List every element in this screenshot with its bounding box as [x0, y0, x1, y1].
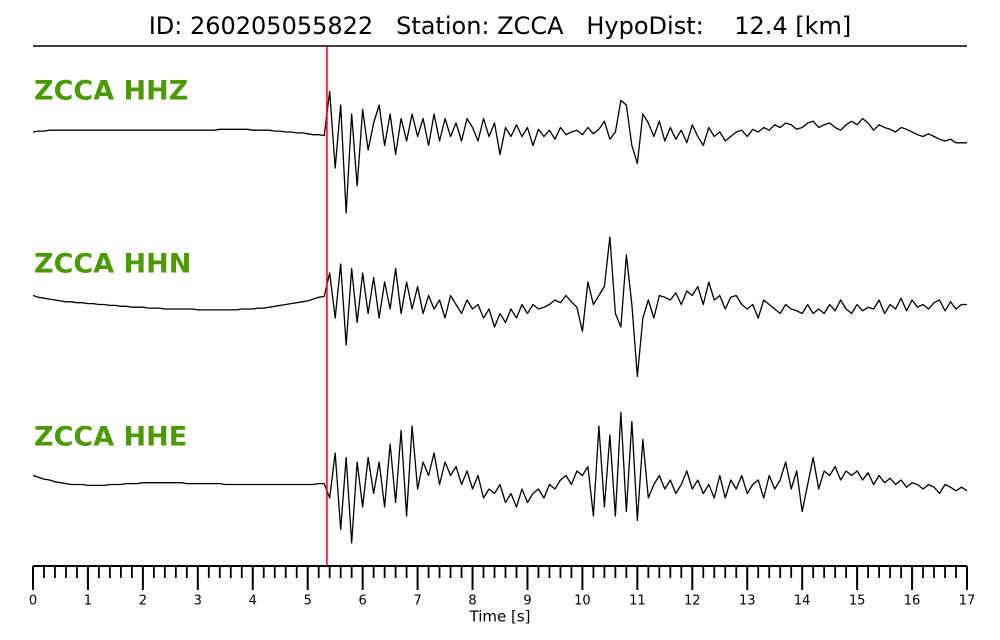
chart-title: ID: 260205055822 Station: ZCCA HypoDist:… — [149, 12, 852, 40]
x-tick-label: 13 — [739, 594, 756, 609]
waveform — [32, 411, 968, 544]
x-tick-label: 12 — [684, 594, 701, 609]
waveform — [32, 90, 967, 214]
x-tick-label: 17 — [959, 594, 976, 609]
x-tick-label: 0 — [29, 594, 37, 609]
x-tick-label: 5 — [304, 594, 312, 609]
x-axis-label: Time [s] — [469, 608, 531, 626]
x-tick-label: 1 — [84, 594, 92, 609]
trace-label: ZCCA HHZ — [34, 76, 188, 107]
x-tick-label: 15 — [849, 594, 866, 609]
x-tick-label: 11 — [629, 594, 646, 609]
x-tick-label: 14 — [794, 594, 811, 609]
x-tick-label: 16 — [904, 594, 921, 609]
trace-label: ZCCA HHN — [34, 249, 191, 280]
x-tick-label: 2 — [139, 594, 147, 609]
x-tick-label: 6 — [359, 594, 367, 609]
trace-label: ZCCA HHE — [34, 422, 187, 453]
waveform — [32, 236, 967, 378]
x-tick-label: 9 — [523, 594, 531, 609]
x-tick-label: 7 — [413, 594, 421, 609]
x-tick-label: 3 — [194, 594, 202, 609]
x-tick-label: 8 — [468, 594, 476, 609]
x-tick-label: 10 — [574, 594, 591, 609]
x-tick-label: 4 — [249, 594, 257, 609]
